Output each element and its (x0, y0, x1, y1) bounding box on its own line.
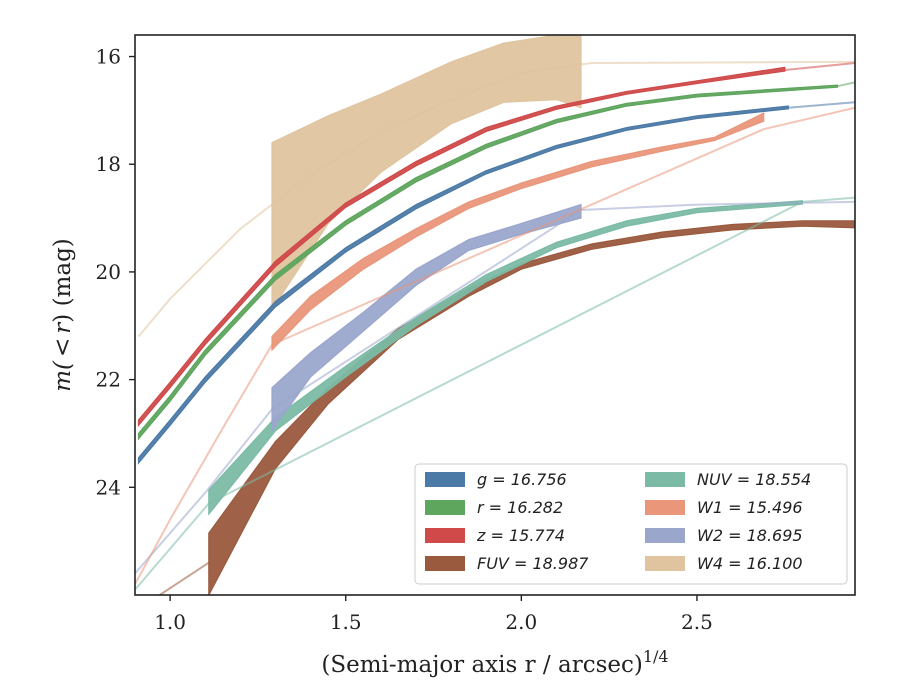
legend-swatch-g (425, 472, 465, 487)
legend-swatch-nuv (645, 472, 685, 487)
legend: g = 16.756 r = 16.282 z = 15.774 FUV = 18.9… (414, 463, 848, 585)
series-r-extrapolation (837, 81, 855, 88)
y-tick-label: 20 (96, 260, 121, 284)
y-tick-label: 16 (96, 45, 121, 69)
series-g-extrapolation (788, 101, 855, 109)
legend-swatch-z (425, 528, 465, 543)
series-fuv-extrapolation (157, 561, 210, 595)
y-axis-label-unit: ) (mag) (50, 238, 76, 322)
series-w1-band (271, 112, 765, 352)
y-axis-label-m: m( (50, 360, 76, 392)
plot-frame (134, 34, 856, 596)
x-tick-label: 2.5 (681, 610, 713, 634)
x-axis-label-text: (Semi-major axis r / arcsec) (321, 652, 642, 678)
series-r-band (137, 84, 838, 441)
legend-label-fuv: FUV = 18.987 (477, 554, 589, 573)
x-tick-label: 1.5 (330, 610, 362, 634)
legend-label-r: r = 16.282 (477, 498, 563, 517)
legend-label-w1: W1 = 15.496 (697, 498, 803, 517)
legend-swatch-w2 (645, 528, 685, 543)
legend-label-z: z = 15.774 (476, 526, 565, 545)
legend-swatch-w1 (645, 500, 685, 515)
legend-label-w2: W2 = 18.695 (697, 526, 803, 545)
x-tick-label: 1.0 (154, 610, 186, 634)
y-tick-label: 22 (96, 368, 121, 392)
series-z-extrapolation (784, 62, 855, 71)
y-axis-label-lt: < (50, 338, 76, 357)
legend-label-w4: W4 = 16.100 (697, 554, 803, 573)
y-tick-label: 18 (96, 152, 121, 176)
axis-ticks: 1.0 1.5 2.0 2.5 16 18 20 22 24 (96, 45, 713, 634)
legend-swatch-r (425, 500, 465, 515)
y-axis-label-r: r (50, 321, 76, 334)
legend-label-g: g = 16.756 (477, 470, 567, 489)
series-w2-extrapolation (135, 200, 855, 575)
series-extrapolations (135, 60, 855, 595)
series-w4-extrapolation (137, 60, 855, 338)
x-tick-label: 2.0 (505, 610, 537, 634)
x-axis-label-exponent: 1/4 (643, 647, 669, 666)
series-z-band (137, 66, 786, 428)
legend-frame (414, 463, 848, 585)
legend-swatch-fuv (425, 556, 465, 571)
series-bands (137, 35, 855, 595)
series-nuv-extrapolation (135, 196, 855, 591)
legend-swatch-w4 (645, 556, 685, 571)
x-axis-label: (Semi-major axis r / arcsec)1/4 (321, 647, 668, 678)
legend-label-nuv: NUV = 18.554 (697, 470, 811, 489)
series-g-band (137, 105, 789, 465)
y-axis-label: m( < r) (mag) (50, 238, 76, 392)
series-nuv-band (208, 200, 803, 516)
series-w1-extrapolation (135, 106, 855, 585)
y-tick-label: 24 (96, 475, 121, 499)
